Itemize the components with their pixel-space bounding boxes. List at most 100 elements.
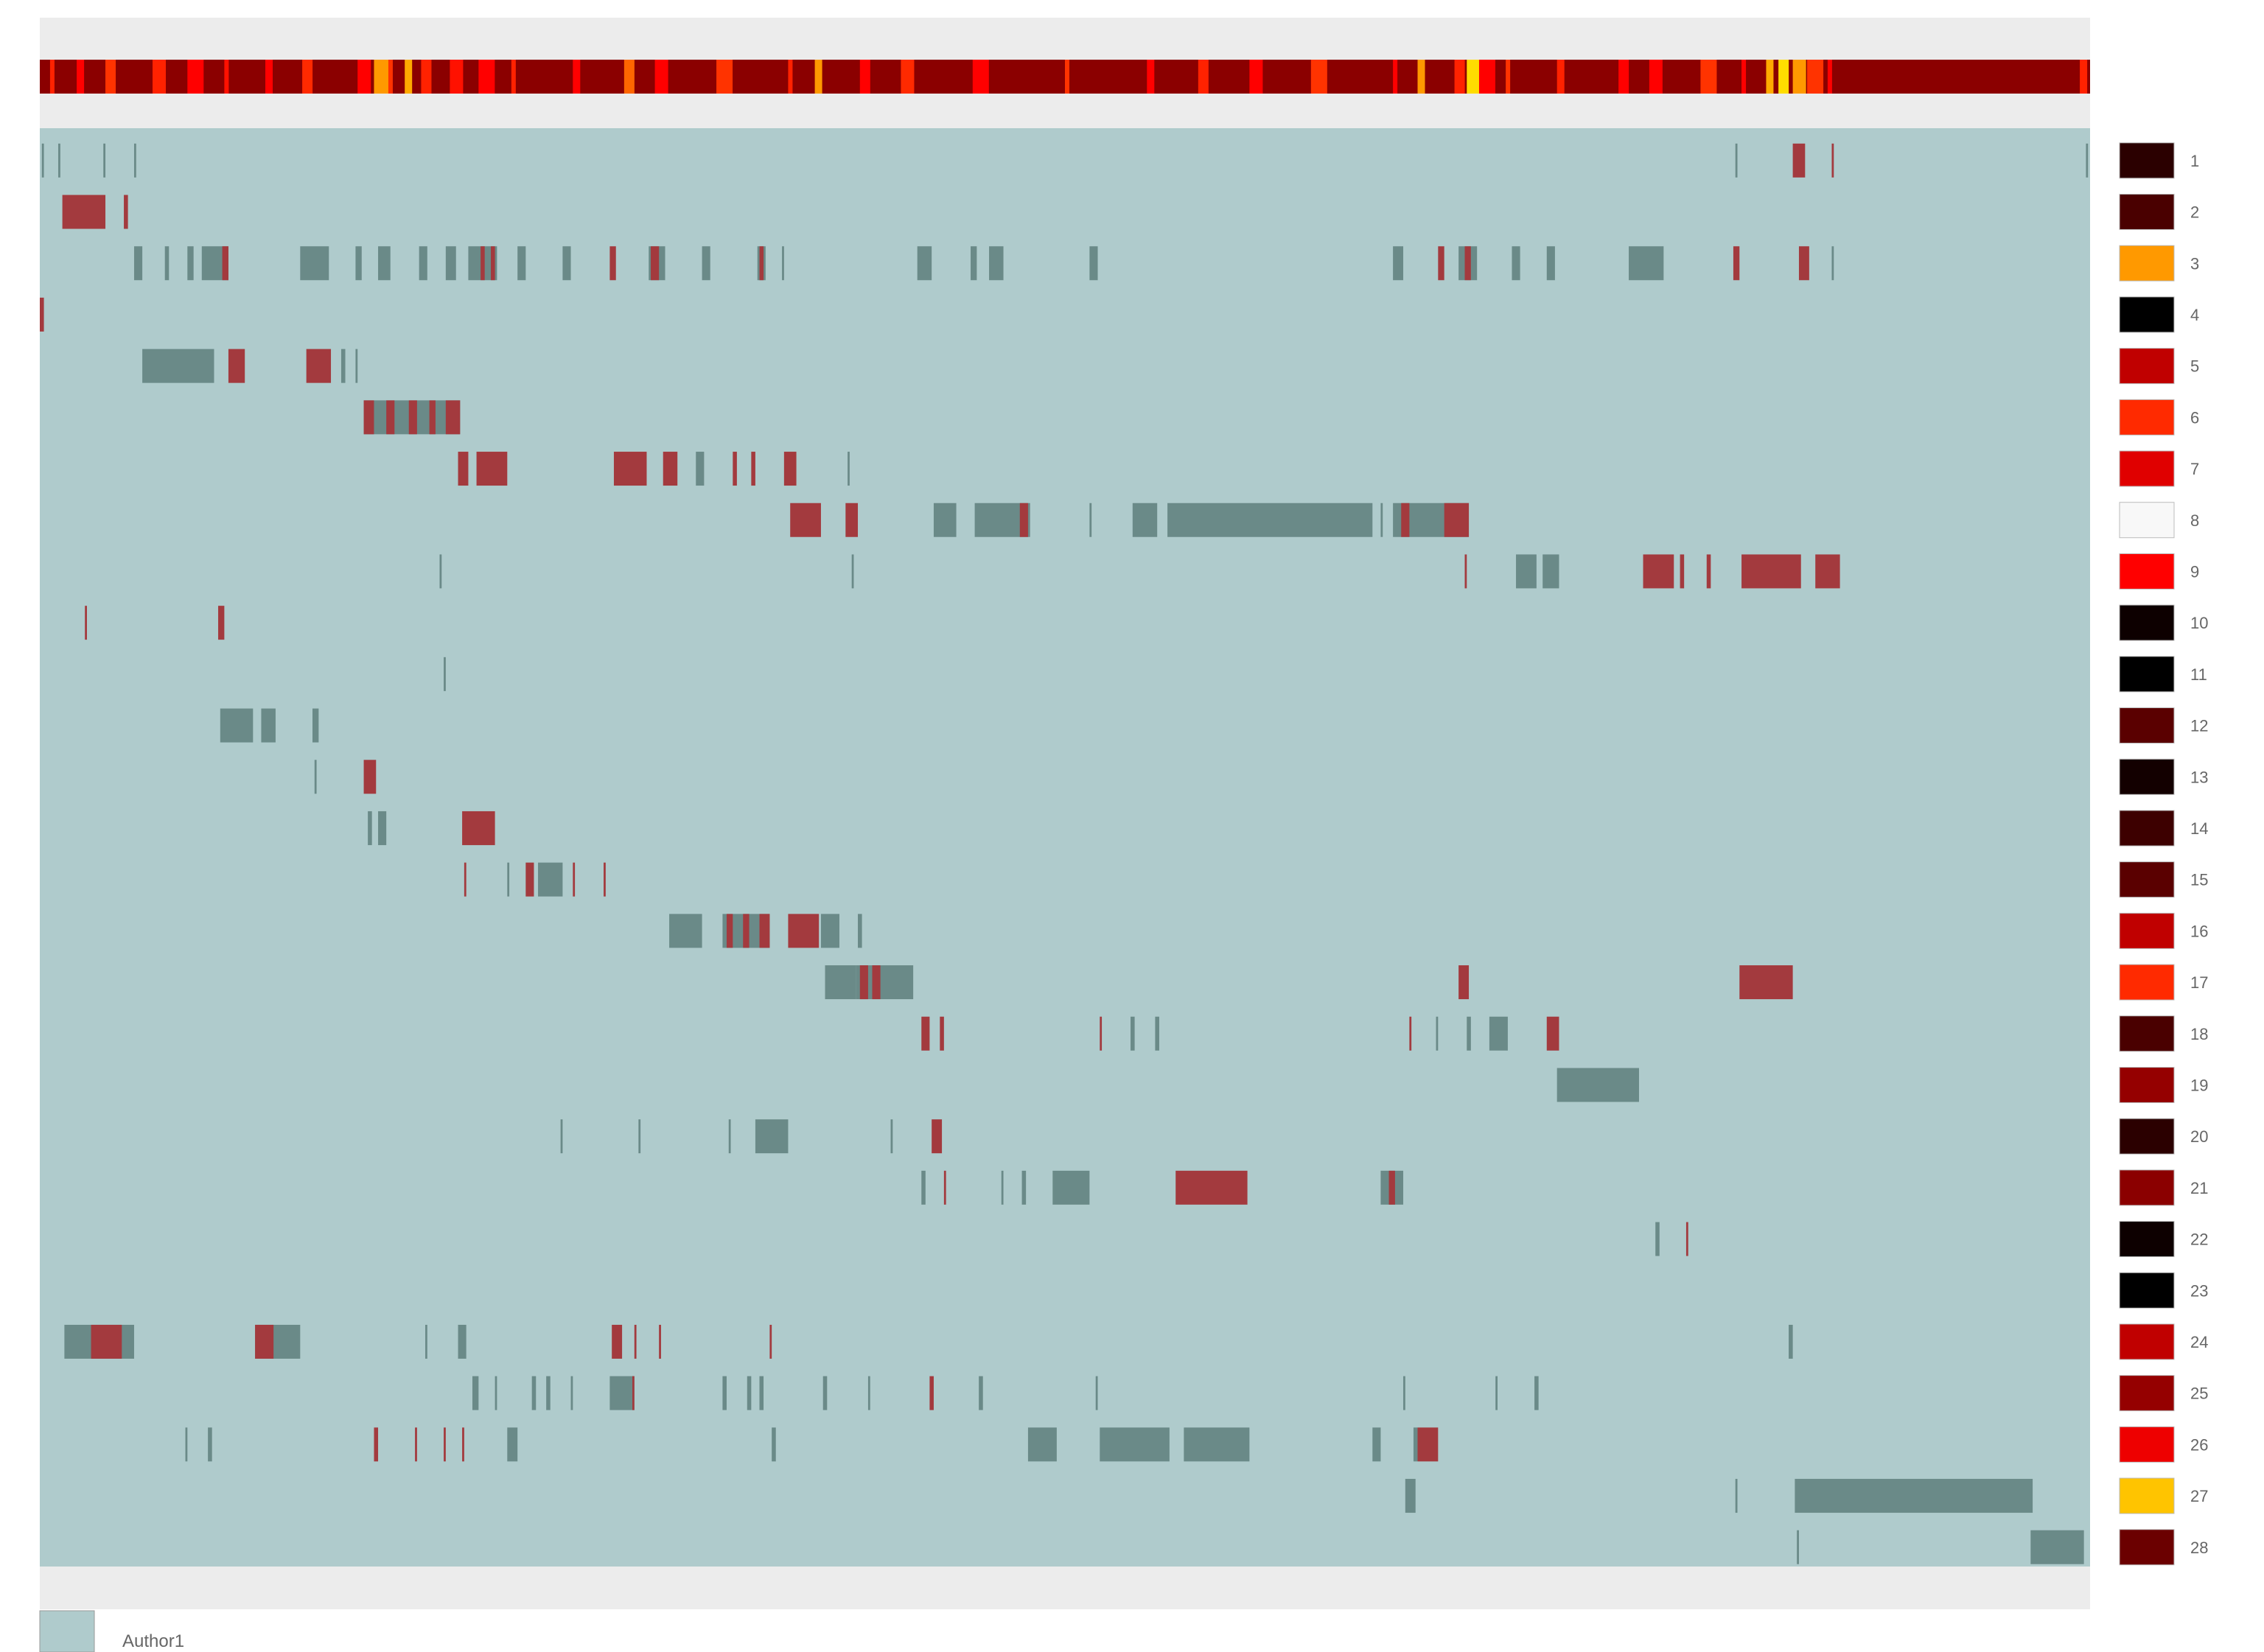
heatmap-cell-20 [890,1119,893,1154]
author-legend-label: Author1 [122,1631,184,1651]
track-highlight [105,60,116,94]
heatmap-cell-24 [255,1324,274,1359]
heatmap-cell-3 [1438,246,1444,281]
heatmap-cell-7 [613,452,647,486]
heatmap-cell-3 [300,246,329,281]
legend-label-21: 21 [2190,1179,2208,1197]
heatmap-cell-17 [1458,965,1470,1000]
heatmap-cell-24 [659,1324,661,1359]
heatmap-cell-7 [783,452,797,486]
heatmap-cell-14 [378,811,387,845]
heatmap-cell-3 [1089,246,1098,281]
heatmap-cell-8 [790,503,821,537]
heatmap-cell-1 [103,143,106,178]
heatmap-cell-22 [1685,1222,1688,1256]
track-highlight [478,60,495,94]
heatmap-cell-5 [228,349,245,383]
legend-label-10: 10 [2190,614,2208,632]
heatmap-cell-18 [940,1016,944,1051]
heatmap-cell-3 [917,246,932,281]
heatmap-cell-25 [747,1376,752,1410]
heatmap-cell-24 [634,1324,637,1359]
track-highlight [1198,60,1209,94]
heatmap-cell-18 [1467,1016,1471,1051]
heatmap-cell-1 [1735,143,1738,178]
legend-label-1: 1 [2190,152,2199,170]
heatmap-cell-18 [1100,1016,1103,1051]
heatmap-cell-8 [933,503,957,537]
heatmap-cell-25 [722,1376,727,1410]
heatmap-cell-24 [91,1324,122,1359]
heatmap-cell-9 [1464,554,1467,589]
legend-label-19: 19 [2190,1076,2208,1094]
heatmap-cell-8 [845,503,859,537]
heatmap-cell-20 [728,1119,731,1154]
track-highlight [1700,60,1717,94]
heatmap-cell-15 [604,862,606,897]
heatmap-cell-13 [314,760,317,794]
legend-label-25: 25 [2190,1385,2208,1403]
heatmap-cell-25 [759,1376,764,1410]
heatmap-cell-20 [638,1119,641,1154]
track-highlight [1741,60,1747,94]
heatmap-cell-25 [929,1376,934,1410]
heatmap-cell-7 [696,452,705,486]
heatmap-cell-26 [444,1427,446,1462]
legend-swatch-21 [2119,1169,2175,1206]
legend-swatch-20 [2119,1118,2175,1155]
heatmap-cell-9 [1815,554,1840,589]
heatmap-cell-3 [1546,246,1555,281]
heatmap-cell-7 [663,452,678,486]
legend-swatch-4 [2119,296,2175,333]
heatmap-cell-18 [1436,1016,1439,1051]
track-highlight [1467,60,1481,94]
heatmap-cell-3 [651,246,660,281]
heatmap-cell-21 [1175,1170,1248,1205]
heatmap-cell-16 [726,914,733,948]
heatmap-cell-15 [507,862,510,897]
track-highlight [1618,60,1629,94]
track-highlight [1393,60,1398,94]
legend-swatch-2 [2119,194,2175,231]
legend-label-15: 15 [2190,871,2208,889]
heatmap-cell-12 [261,708,276,743]
track-highlight [859,60,870,94]
legend-swatch-8 [2119,502,2175,539]
heatmap-cell-12 [312,708,319,743]
heatmap-cell-25 [1095,1376,1098,1410]
track-highlight [788,60,793,94]
heatmap-cell-9 [1516,554,1537,589]
heatmap-cell-16 [669,914,702,948]
heatmap-cell-26 [415,1427,417,1462]
heatmap-cell-3 [491,246,495,281]
heatmap-cell-6 [363,400,374,435]
legend-label-2: 2 [2190,203,2199,222]
legend-swatch-25 [2119,1375,2175,1412]
heatmap-cell-3 [481,246,485,281]
track-highlight [153,60,167,94]
heatmap-cell-2 [124,195,128,229]
heatmap-cell-25 [822,1376,828,1410]
legend-swatch-23 [2119,1272,2175,1309]
track-highlight [1556,60,1565,94]
heatmap-cell-17 [825,965,856,1000]
heatmap-cell-3 [759,246,764,281]
track-highlight [1827,60,1832,94]
legend-swatch-5 [2119,348,2175,385]
legend-swatch-1 [2119,142,2175,179]
track-highlight [1792,60,1806,94]
heatmap-cell-6 [386,400,395,435]
track-highlight [1778,60,1789,94]
heatmap-cell-24 [1789,1324,1793,1359]
track-highlight [1065,60,1069,94]
heatmap-cell-9 [1741,554,1801,589]
heatmap-cell-3 [609,246,616,281]
track-highlight [814,60,822,94]
heatmap-cell-7 [751,452,755,486]
heatmap-cell-15 [525,862,534,897]
heatmap-cell-26 [208,1427,212,1462]
heatmap-cell-18 [1409,1016,1412,1051]
heatmap-cell-1 [133,143,136,178]
legend-label-8: 8 [2190,511,2199,530]
legend-label-14: 14 [2190,819,2208,838]
